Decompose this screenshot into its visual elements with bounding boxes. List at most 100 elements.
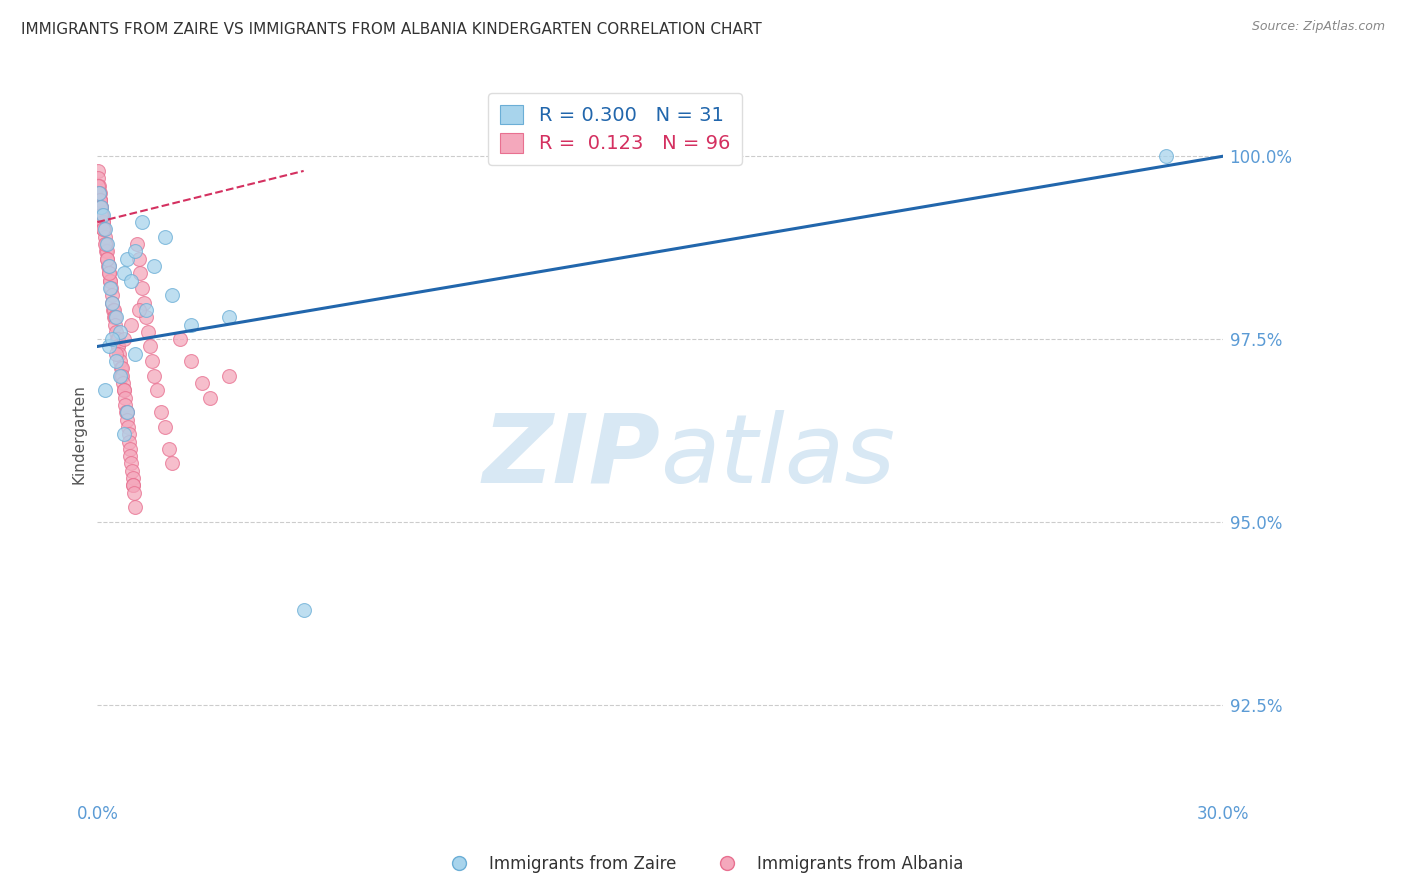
Point — [87, 164, 110, 178]
Point — [101, 295, 124, 310]
Point — [131, 215, 153, 229]
Point — [89, 186, 111, 200]
Point — [100, 281, 122, 295]
Point — [107, 339, 129, 353]
Point — [108, 325, 131, 339]
Point — [103, 302, 125, 317]
Point — [198, 391, 221, 405]
Point — [141, 354, 163, 368]
Point — [107, 332, 129, 346]
Point — [142, 259, 165, 273]
Point — [110, 361, 132, 376]
Point — [110, 368, 132, 383]
Point — [120, 449, 142, 463]
Point — [117, 420, 139, 434]
Point — [94, 384, 117, 398]
Point — [94, 237, 117, 252]
Point — [169, 332, 191, 346]
Point — [115, 405, 138, 419]
Point — [108, 368, 131, 383]
Point — [91, 222, 114, 236]
Point — [135, 310, 157, 325]
Point — [180, 354, 202, 368]
Point — [162, 288, 184, 302]
Point — [142, 368, 165, 383]
Point — [157, 442, 180, 456]
Point — [100, 274, 122, 288]
Point — [146, 384, 169, 398]
Point — [101, 332, 124, 346]
Point — [101, 295, 124, 310]
Point — [1156, 149, 1178, 163]
Point — [105, 332, 128, 346]
Point — [121, 471, 143, 485]
Point — [97, 259, 120, 273]
Point — [112, 384, 135, 398]
Point — [104, 310, 127, 325]
Point — [98, 274, 121, 288]
Point — [117, 412, 139, 426]
Point — [89, 186, 111, 200]
Point — [112, 384, 135, 398]
Point — [112, 427, 135, 442]
Point — [93, 215, 115, 229]
Point — [97, 259, 120, 273]
Legend: Immigrants from Zaire, Immigrants from Albania: Immigrants from Zaire, Immigrants from A… — [436, 848, 970, 880]
Point — [129, 266, 152, 280]
Point — [108, 347, 131, 361]
Point — [98, 266, 121, 280]
Point — [97, 259, 120, 273]
Point — [114, 398, 136, 412]
Point — [218, 310, 240, 325]
Point — [135, 302, 157, 317]
Point — [90, 201, 112, 215]
Point — [87, 178, 110, 193]
Point — [121, 464, 143, 478]
Point — [122, 485, 145, 500]
Text: ZIP: ZIP — [482, 409, 659, 503]
Point — [96, 252, 118, 266]
Point — [94, 229, 117, 244]
Point — [128, 252, 150, 266]
Point — [105, 310, 128, 325]
Point — [134, 295, 156, 310]
Point — [122, 478, 145, 492]
Point — [96, 244, 118, 259]
Text: IMMIGRANTS FROM ZAIRE VS IMMIGRANTS FROM ALBANIA KINDERGARTEN CORRELATION CHART: IMMIGRANTS FROM ZAIRE VS IMMIGRANTS FROM… — [21, 22, 762, 37]
Point — [111, 368, 134, 383]
Point — [90, 208, 112, 222]
Point — [100, 288, 122, 302]
Point — [91, 208, 114, 222]
Point — [97, 339, 120, 353]
Point — [89, 193, 111, 207]
Point — [96, 237, 118, 252]
Point — [87, 171, 110, 186]
Point — [150, 405, 173, 419]
Point — [89, 186, 111, 200]
Legend: R = 0.300   N = 31, R =  0.123   N = 96: R = 0.300 N = 31, R = 0.123 N = 96 — [488, 93, 742, 165]
Point — [107, 339, 129, 353]
Point — [89, 201, 111, 215]
Point — [118, 427, 141, 442]
Point — [96, 252, 118, 266]
Point — [120, 457, 142, 471]
Point — [89, 193, 111, 207]
Point — [162, 457, 184, 471]
Point — [89, 193, 111, 207]
Point — [124, 347, 146, 361]
Point — [122, 478, 145, 492]
Point — [292, 603, 315, 617]
Point — [105, 347, 128, 361]
Point — [117, 252, 139, 266]
Point — [124, 244, 146, 259]
Point — [101, 302, 124, 317]
Point — [93, 222, 115, 236]
Point — [180, 318, 202, 332]
Point — [114, 391, 136, 405]
Point — [124, 500, 146, 515]
Point — [139, 339, 162, 353]
Point — [128, 302, 150, 317]
Point — [218, 368, 240, 383]
Point — [87, 186, 110, 200]
Point — [87, 178, 110, 193]
